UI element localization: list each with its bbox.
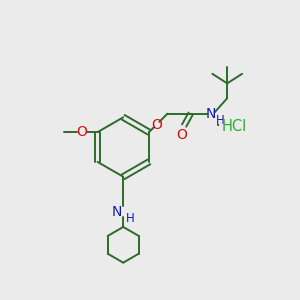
Text: N: N — [206, 107, 216, 121]
Text: N: N — [112, 205, 122, 218]
Text: ·: · — [215, 117, 221, 136]
Text: HCl: HCl — [222, 119, 247, 134]
Text: H: H — [216, 114, 225, 127]
Text: O: O — [76, 125, 88, 139]
Text: O: O — [151, 118, 162, 132]
Text: O: O — [176, 128, 187, 142]
Text: H: H — [125, 212, 134, 225]
